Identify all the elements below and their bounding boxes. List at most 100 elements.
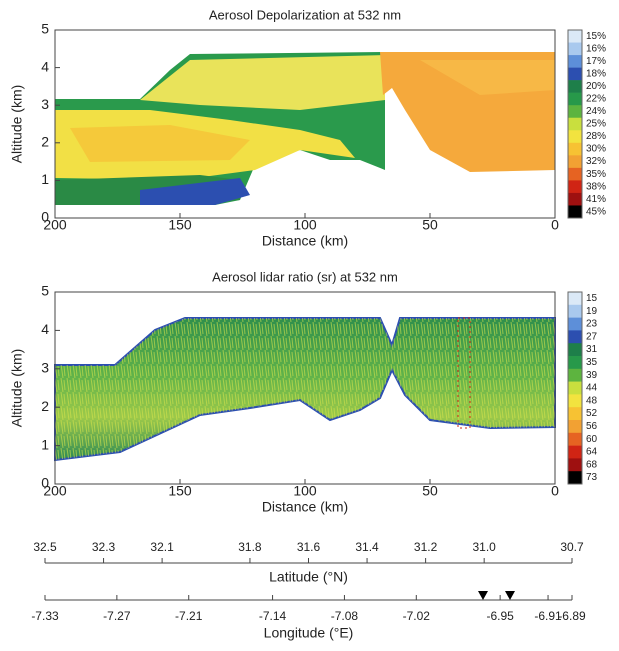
y-axis-label: Altitude (km)	[9, 349, 25, 428]
colorbar-label: 45%	[586, 206, 606, 217]
x-tick-label: -7.21	[175, 609, 203, 623]
colorbar-segment	[568, 420, 582, 434]
colorbar-label: 52	[586, 408, 598, 419]
colorbar-label: 44	[586, 383, 598, 394]
y-tick-label: 0	[41, 475, 49, 491]
x-tick-label: 31.2	[414, 540, 438, 554]
x-tick-label: 200	[43, 217, 67, 233]
colorbar-frame	[567, 29, 583, 219]
colorbar-label: 68	[586, 459, 598, 470]
colorbar-label: 38%	[586, 181, 606, 192]
x-tick-label: 150	[168, 483, 192, 499]
curtain-image-1	[55, 52, 555, 205]
colorbar-label: 25%	[586, 119, 606, 130]
colorbar-segment	[568, 130, 582, 144]
x-tick-label: -7.02	[403, 609, 431, 623]
colorbar-label: 16%	[586, 43, 606, 54]
colorbar-segment	[568, 155, 582, 169]
x-tick-label: -6.89	[558, 609, 586, 623]
colorbar-label: 18%	[586, 69, 606, 80]
x-tick-label: 31.6	[297, 540, 321, 554]
colorbar-label: 23	[586, 319, 598, 330]
colorbar-segment	[568, 368, 582, 382]
x-tick-label: 50	[422, 217, 438, 233]
y-tick-label: 5	[41, 21, 49, 37]
colorbar-segment	[568, 67, 582, 81]
colorbar-label: 39	[586, 370, 598, 381]
colorbar-segment	[568, 458, 582, 472]
colorbar-segment	[568, 317, 582, 331]
colorbar-label: 73	[586, 472, 598, 483]
y-tick-label: 5	[41, 283, 49, 299]
y-tick-label: 2	[41, 134, 49, 150]
x-tick-label: 30.7	[560, 540, 584, 554]
x-tick-label: 31.8	[238, 540, 262, 554]
colorbar-segment	[568, 394, 582, 408]
colorbar-label: 17%	[586, 56, 606, 67]
chart-title: Aerosol Depolarization at 532 nm	[209, 7, 401, 22]
y-tick-label: 1	[41, 436, 49, 452]
x-tick-label: 32.5	[33, 540, 57, 554]
track-markers	[478, 591, 515, 600]
colorbar-label: 56	[586, 421, 598, 432]
y-tick-label: 2	[41, 398, 49, 414]
colorbar-segment	[568, 292, 582, 306]
y-tick-label: 1	[41, 171, 49, 187]
x-tick-label: 200	[43, 483, 67, 499]
colorbar-label: 35	[586, 357, 598, 368]
colorbar-segment	[568, 381, 582, 395]
colorbar-segment	[568, 343, 582, 357]
colorbar-segment	[568, 180, 582, 194]
colorbar-label: 27	[586, 331, 598, 342]
colorbar-segment	[568, 42, 582, 56]
colorbar-segment	[568, 356, 582, 370]
colorbar-label: 32%	[586, 156, 606, 167]
x-tick-label: -7.08	[331, 609, 359, 623]
colorbar-segment	[568, 432, 582, 446]
colorbar-label: 64	[586, 447, 598, 458]
colorbar-label: 41%	[586, 194, 606, 205]
y-axis-label: Altitude (km)	[9, 85, 25, 164]
colorbar-frame	[567, 291, 583, 485]
colorbar-segment	[568, 167, 582, 181]
colorbar-segment	[568, 205, 582, 219]
colorbar-label: 30%	[586, 144, 606, 155]
chart-title: Aerosol lidar ratio (sr) at 532 nm	[212, 269, 398, 284]
y-tick-label: 0	[41, 209, 49, 225]
curtain-image-2	[54, 317, 556, 462]
x-tick-label: -7.14	[259, 609, 287, 623]
y-tick-label: 3	[41, 96, 49, 112]
colorbar-segment	[568, 105, 582, 119]
x-tick-label: 100	[293, 483, 317, 499]
x-tick-label: 31.0	[472, 540, 496, 554]
colorbar-label: 24%	[586, 106, 606, 117]
x-tick-label: 31.4	[355, 540, 379, 554]
colorbar-segment	[568, 304, 582, 318]
y-tick-label: 4	[41, 58, 49, 74]
colorbar-segment	[568, 117, 582, 131]
x-tick-label: 0	[551, 483, 559, 499]
colorbar-label: 19	[586, 306, 598, 317]
x-axis-label: Longitude (°E)	[264, 625, 354, 641]
x-tick-label: -6.95	[486, 609, 514, 623]
colorbar-label: 20%	[586, 81, 606, 92]
x-axis-label: Latitude (°N)	[269, 569, 348, 585]
colorbar-segment	[568, 80, 582, 93]
colorbar-segment	[568, 55, 582, 68]
x-tick-label: -7.27	[103, 609, 131, 623]
colorbar-label: 22%	[586, 94, 606, 105]
y-tick-label: 4	[41, 321, 49, 337]
colorbar-segment	[568, 30, 582, 43]
colorbar-segment	[568, 330, 582, 344]
x-axis-label: Distance (km)	[262, 499, 348, 515]
colorbar-segment	[568, 192, 582, 206]
x-tick-label: 50	[422, 483, 438, 499]
colorbar-segment	[568, 407, 582, 421]
x-tick-label: -6.91	[534, 609, 562, 623]
y-tick-label: 3	[41, 360, 49, 376]
x-tick-label: 150	[168, 217, 192, 233]
colorbar-label: 60	[586, 434, 598, 445]
x-tick-label: 0	[551, 217, 559, 233]
x-tick-label: 32.1	[150, 540, 174, 554]
